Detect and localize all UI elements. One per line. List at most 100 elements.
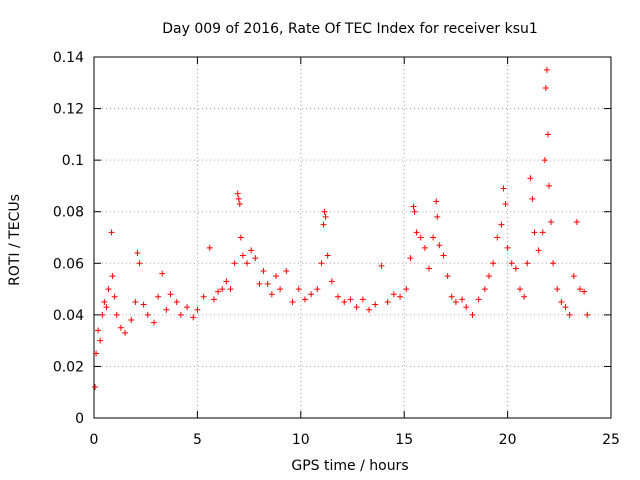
data-point: [570, 273, 577, 280]
data-point: [524, 260, 531, 267]
x-tick-label: 5: [193, 432, 202, 448]
data-point: [550, 260, 557, 267]
x-axis-label: GPS time / hours: [291, 458, 408, 474]
y-tick-label: 0: [75, 411, 84, 427]
data-point: [122, 329, 129, 336]
data-point: [206, 244, 213, 251]
data-point: [469, 311, 476, 318]
data-point: [277, 286, 284, 293]
data-point: [335, 293, 342, 300]
data-point: [545, 182, 552, 189]
axis-ticks: [93, 56, 612, 419]
x-tick-label: 15: [395, 432, 413, 448]
data-point: [459, 296, 466, 303]
data-point: [411, 208, 418, 215]
data-point: [95, 327, 102, 334]
data-point: [407, 255, 414, 262]
data-point: [558, 298, 565, 305]
data-point: [562, 304, 569, 311]
chart-title: Day 009 of 2016, Rate Of TEC Index for r…: [162, 21, 538, 37]
data-point: [452, 298, 459, 305]
data-point: [93, 350, 100, 357]
data-point: [264, 280, 271, 287]
data-point: [236, 200, 243, 207]
data-point: [101, 298, 108, 305]
tick-labels: 0 5 10 15 20 25 0 0.02 0.04 0.06 0.08 0.1 0.12 0.14: [53, 50, 620, 448]
data-point: [502, 200, 509, 207]
y-tick-label: 0.12: [53, 102, 84, 118]
y-tick-label: 0.1: [62, 153, 84, 169]
y-tick-label: 0.04: [53, 308, 84, 324]
data-point: [421, 244, 428, 251]
data-point: [544, 131, 551, 138]
data-point: [136, 260, 143, 267]
data-point: [272, 273, 279, 280]
data-point: [109, 273, 116, 280]
data-point: [239, 252, 246, 259]
data-point: [190, 314, 197, 321]
data-point: [529, 195, 536, 202]
data-point: [440, 252, 447, 259]
data-point: [463, 304, 470, 311]
y-tick-label: 0.08: [53, 205, 84, 221]
data-point: [144, 311, 151, 318]
data-point: [231, 260, 238, 267]
data-point: [444, 273, 451, 280]
data-point: [413, 229, 420, 236]
data-point: [434, 213, 441, 220]
data-point: [223, 278, 230, 285]
data-point: [576, 286, 583, 293]
data-point: [227, 286, 234, 293]
y-tick-label: 0.14: [53, 50, 84, 66]
data-point: [320, 221, 327, 228]
data-point: [140, 301, 147, 308]
data-point: [448, 293, 455, 300]
data-point: [150, 319, 157, 326]
data-points: [92, 66, 591, 391]
data-point: [485, 273, 492, 280]
data-point: [378, 262, 385, 269]
data-point: [359, 296, 366, 303]
data-point: [268, 291, 275, 298]
data-point: [252, 255, 259, 262]
data-point: [103, 304, 110, 311]
data-point: [341, 298, 348, 305]
data-point: [539, 229, 546, 236]
data-point: [215, 288, 222, 295]
x-tick-label: 20: [499, 432, 517, 448]
data-point: [366, 306, 373, 313]
data-point: [430, 234, 437, 241]
data-point: [134, 249, 141, 256]
data-point: [117, 324, 124, 331]
data-point: [289, 298, 296, 305]
data-point: [283, 268, 290, 275]
data-point: [353, 304, 360, 311]
y-tick-label: 0.06: [53, 256, 84, 272]
data-point: [301, 296, 308, 303]
data-point: [535, 247, 542, 254]
data-point: [494, 234, 501, 241]
data-point: [163, 306, 170, 313]
data-point: [295, 286, 302, 293]
data-point: [490, 260, 497, 267]
data-point: [390, 291, 397, 298]
data-point: [184, 304, 191, 311]
data-point: [234, 190, 241, 197]
x-tick-label: 10: [292, 432, 310, 448]
data-point: [384, 298, 391, 305]
data-point: [210, 296, 217, 303]
y-tick-label: 0.02: [53, 359, 84, 375]
data-point: [521, 293, 528, 300]
data-point: [527, 175, 534, 182]
data-point: [581, 288, 588, 295]
data-point: [324, 252, 331, 259]
x-tick-label: 0: [90, 432, 99, 448]
data-point: [105, 286, 112, 293]
data-point: [200, 293, 207, 300]
data-point: [248, 247, 255, 254]
plot-frame: [93, 56, 612, 419]
data-point: [517, 286, 524, 293]
data-point: [97, 337, 104, 344]
grid-lines: [94, 57, 611, 418]
